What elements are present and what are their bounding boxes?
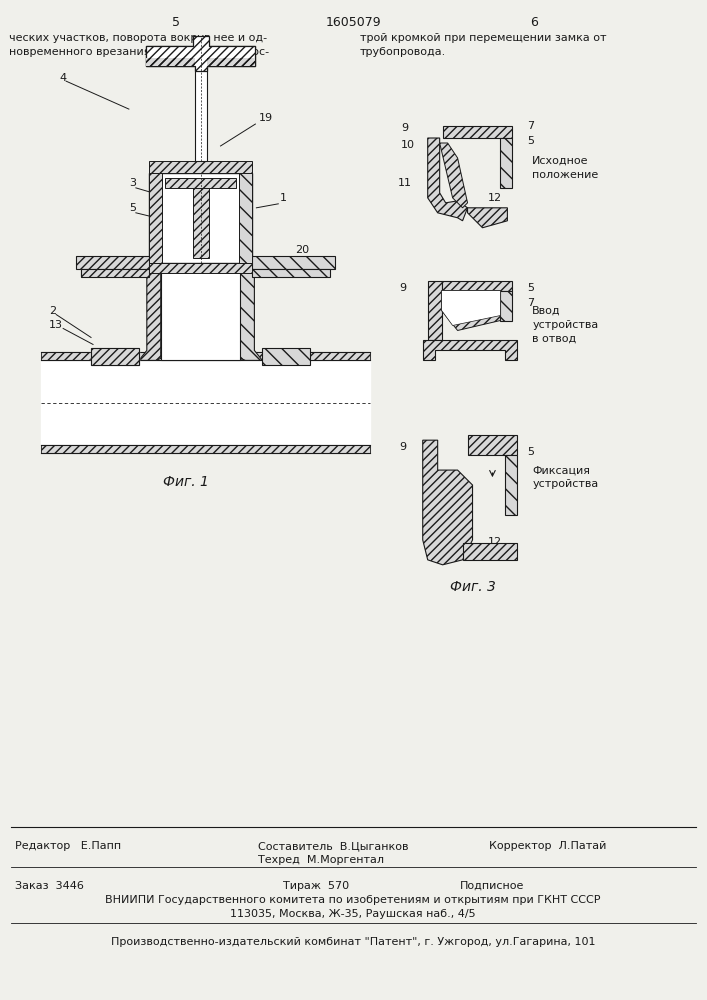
Polygon shape: [76, 256, 148, 269]
Text: ВНИИПИ Государственного комитета по изобретениям и открытиям при ГКНТ СССР: ВНИИПИ Государственного комитета по изоб…: [105, 895, 601, 905]
Text: 12: 12: [487, 340, 501, 350]
Text: 9: 9: [399, 442, 407, 452]
Text: трой кромкой при перемещении замка от
трубопровода.: трой кромкой при перемещении замка от тр…: [360, 33, 607, 57]
Polygon shape: [255, 263, 330, 276]
Polygon shape: [165, 178, 236, 188]
Text: Фиг. 3: Фиг. 3: [450, 580, 496, 594]
Polygon shape: [501, 138, 513, 188]
Polygon shape: [506, 455, 518, 515]
Polygon shape: [467, 208, 508, 228]
Polygon shape: [442, 281, 513, 291]
Polygon shape: [194, 66, 206, 161]
Text: 3: 3: [129, 178, 136, 188]
Polygon shape: [240, 271, 262, 360]
Text: Тираж  570: Тираж 570: [284, 881, 349, 891]
Polygon shape: [442, 291, 501, 325]
Text: 7: 7: [527, 298, 534, 308]
Polygon shape: [252, 269, 330, 277]
Polygon shape: [139, 271, 160, 360]
Polygon shape: [423, 440, 472, 565]
Text: ческих участков, поворота вокруг нее и од-
новременного врезания в стенку отвода: ческих участков, поворота вокруг нее и о…: [9, 33, 269, 57]
Text: 113035, Москва, Ж-35, Раушская наб., 4/5: 113035, Москва, Ж-35, Раушская наб., 4/5: [230, 909, 476, 919]
Text: 12: 12: [487, 193, 501, 203]
Text: Техред  М.Моргентал: Техред М.Моргентал: [258, 855, 385, 865]
Polygon shape: [81, 269, 148, 277]
Polygon shape: [41, 445, 370, 453]
Text: Подписное: Подписное: [460, 881, 524, 891]
Polygon shape: [146, 58, 194, 66]
Polygon shape: [462, 543, 518, 560]
Polygon shape: [148, 263, 252, 273]
Text: Составитель  В.Цыганков: Составитель В.Цыганков: [258, 841, 409, 851]
Text: 2: 2: [49, 306, 57, 316]
Text: 5: 5: [527, 447, 534, 457]
Text: Фиксация
устройства: Фиксация устройства: [532, 465, 599, 489]
Text: 9: 9: [399, 283, 407, 293]
Polygon shape: [262, 348, 310, 365]
Polygon shape: [501, 291, 513, 320]
Text: 10: 10: [401, 140, 415, 150]
Polygon shape: [240, 173, 252, 263]
Polygon shape: [148, 161, 252, 173]
Polygon shape: [440, 143, 467, 208]
Text: 19: 19: [258, 113, 272, 123]
Text: Фиг. 1: Фиг. 1: [163, 475, 209, 489]
Polygon shape: [41, 352, 370, 360]
Text: Ввод
устройства
в отвод: Ввод устройства в отвод: [532, 306, 599, 344]
Polygon shape: [192, 188, 209, 258]
Polygon shape: [428, 281, 442, 340]
Polygon shape: [81, 263, 147, 276]
Text: 12: 12: [487, 537, 501, 547]
Polygon shape: [423, 340, 518, 360]
Polygon shape: [146, 46, 255, 66]
Polygon shape: [442, 291, 501, 330]
Text: 4: 4: [59, 73, 66, 83]
Text: 7: 7: [527, 121, 534, 131]
Text: 11: 11: [398, 178, 411, 188]
Text: 5: 5: [527, 283, 534, 293]
Polygon shape: [467, 435, 518, 455]
Text: 9: 9: [402, 123, 409, 133]
Text: 13: 13: [49, 320, 63, 330]
Text: 5: 5: [129, 203, 136, 213]
Text: 5: 5: [172, 16, 180, 29]
Polygon shape: [160, 271, 240, 360]
Text: 1: 1: [280, 193, 287, 203]
Polygon shape: [148, 173, 252, 263]
Polygon shape: [206, 58, 255, 66]
Text: Корректор  Л.Патай: Корректор Л.Патай: [489, 841, 607, 851]
Text: Производственно-издательский комбинат "Патент", г. Ужгород, ул.Гагарина, 101: Производственно-издательский комбинат "П…: [111, 937, 595, 947]
Text: 6: 6: [530, 16, 538, 29]
Polygon shape: [428, 138, 467, 221]
Text: 11: 11: [436, 527, 450, 537]
Polygon shape: [91, 348, 139, 365]
Polygon shape: [443, 126, 513, 138]
Polygon shape: [91, 348, 139, 365]
Polygon shape: [146, 36, 255, 71]
Text: Исходное
положение: Исходное положение: [532, 156, 599, 180]
Text: 20: 20: [296, 245, 310, 255]
Text: Редактор   Е.Папп: Редактор Е.Папп: [16, 841, 122, 851]
Text: 5: 5: [527, 136, 534, 146]
Text: 1605079: 1605079: [325, 16, 381, 29]
Polygon shape: [148, 173, 162, 263]
Text: Заказ  3446: Заказ 3446: [16, 881, 84, 891]
Polygon shape: [252, 256, 335, 269]
